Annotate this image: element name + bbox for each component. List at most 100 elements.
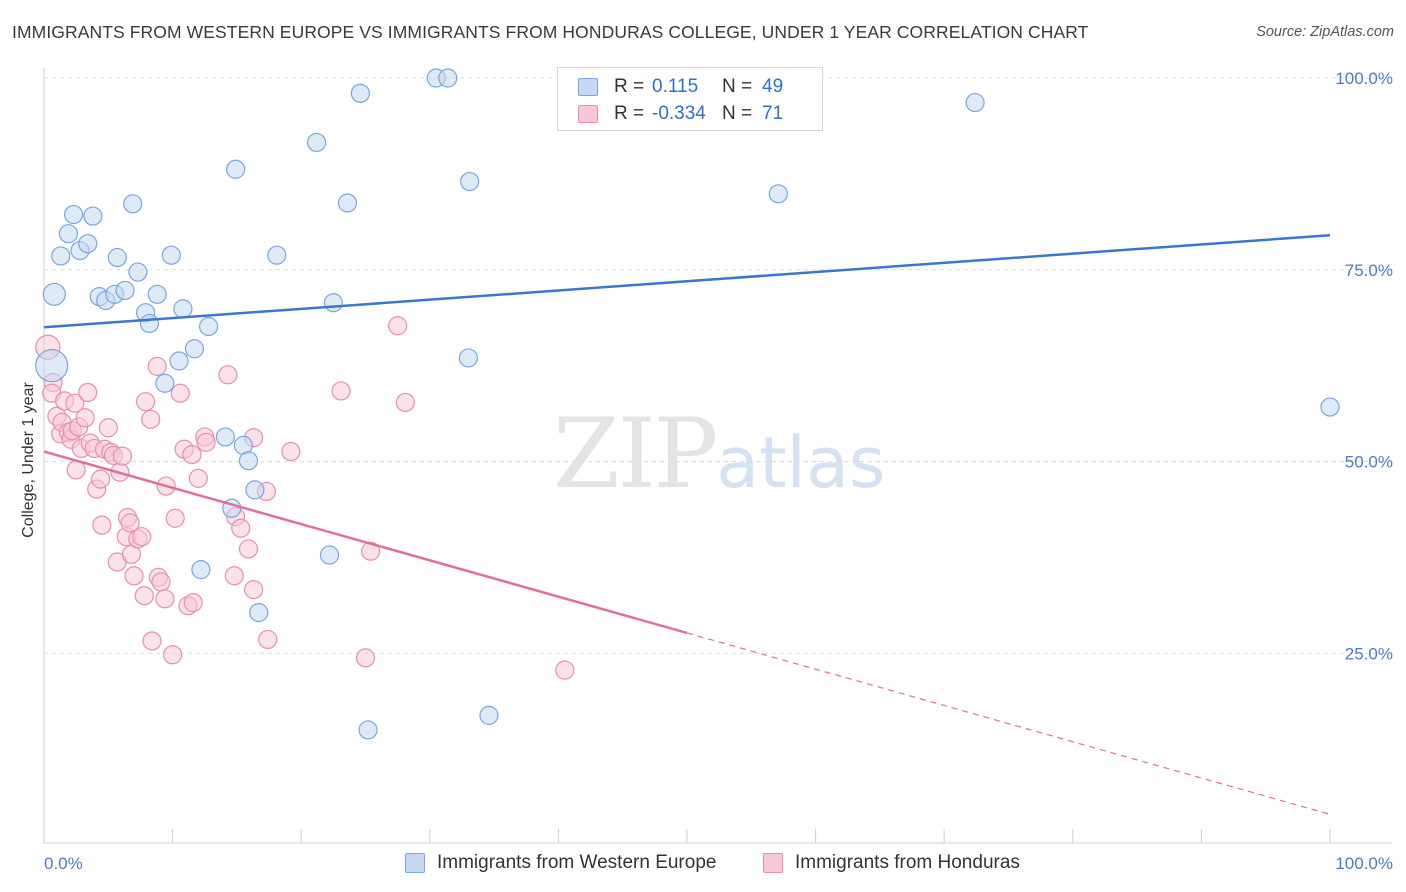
- y-tick-label: 25.0%: [1345, 644, 1393, 663]
- data-point: [134, 586, 154, 606]
- data-point: [218, 365, 238, 385]
- data-point: [226, 159, 246, 179]
- axes: [43, 68, 1392, 844]
- y-axis-label: College, Under 1 year: [20, 382, 37, 538]
- data-point: [196, 432, 216, 452]
- series-swatch-honduras: [763, 853, 783, 873]
- watermark: ZIPatlas: [553, 398, 885, 510]
- data-point: [479, 705, 499, 725]
- legend-r-value: 0.115: [652, 76, 699, 97]
- series-legend-honduras[interactable]: Immigrants from Honduras: [763, 852, 1020, 874]
- data-point: [155, 373, 175, 393]
- data-point: [258, 629, 278, 650]
- grid-lines: [44, 77, 1392, 654]
- series-legend-western-europe[interactable]: Immigrants from Western Europe: [405, 852, 716, 874]
- data-point: [244, 579, 264, 600]
- x-tick-label: 100.0%: [1335, 854, 1393, 873]
- data-point: [115, 280, 135, 301]
- data-point: [331, 381, 351, 401]
- y-tick-label: 75.0%: [1345, 261, 1393, 280]
- data-point: [75, 408, 95, 428]
- y-tick-label: 100.0%: [1335, 69, 1393, 88]
- data-point: [361, 541, 381, 561]
- series-honduras-points: [35, 316, 575, 680]
- data-point: [165, 508, 185, 528]
- data-point: [128, 262, 148, 282]
- data-point: [460, 171, 480, 192]
- series-swatch-western-europe: [405, 853, 425, 873]
- trend-line-honduras-extension: [686, 632, 1331, 815]
- data-point: [139, 313, 160, 334]
- data-point: [307, 132, 327, 153]
- chart-title: IMMIGRANTS FROM WESTERN EUROPE VS IMMIGR…: [12, 22, 1089, 42]
- data-points: [35, 68, 1340, 740]
- data-point: [123, 194, 143, 214]
- data-point: [142, 631, 162, 651]
- legend-row-western-europe: R = 0.115 N = 49: [578, 74, 783, 100]
- data-point: [388, 316, 408, 336]
- x-tick-label: 0.0%: [44, 854, 83, 873]
- data-point: [51, 246, 71, 266]
- legend-r-label: R =: [614, 76, 645, 97]
- data-point: [141, 409, 161, 429]
- data-point: [155, 589, 175, 609]
- data-point: [231, 518, 251, 538]
- data-point: [199, 316, 219, 337]
- data-point: [1320, 397, 1340, 417]
- data-point: [170, 383, 190, 403]
- data-point: [90, 469, 111, 489]
- y-tick-label: 50.0%: [1345, 453, 1393, 472]
- series-western-europe-points: [35, 68, 1340, 740]
- data-point: [83, 206, 103, 226]
- data-point: [58, 224, 79, 244]
- source-label: Source: ZipAtlas.com: [1256, 24, 1394, 40]
- trend-line-western-europe: [43, 233, 1331, 329]
- data-point: [319, 545, 340, 565]
- data-point: [184, 339, 205, 359]
- data-point: [337, 193, 358, 213]
- data-point: [238, 539, 259, 559]
- data-point: [169, 351, 189, 371]
- data-point: [161, 245, 181, 265]
- legend-r-label: R =: [614, 103, 645, 124]
- data-point: [458, 348, 478, 368]
- data-point: [188, 468, 208, 488]
- data-point: [78, 234, 98, 254]
- data-point: [42, 282, 66, 306]
- watermark-atlas: atlas: [716, 422, 886, 504]
- data-point: [768, 184, 788, 204]
- legend-swatch-western-europe: [578, 78, 598, 96]
- data-point: [135, 392, 156, 412]
- data-point: [191, 560, 211, 580]
- data-point: [238, 451, 259, 471]
- series-label-western-europe: Immigrants from Western Europe: [437, 852, 717, 873]
- data-point: [224, 566, 244, 586]
- data-point: [78, 382, 98, 403]
- data-point: [183, 593, 203, 613]
- data-point: [358, 720, 378, 740]
- legend-swatch-honduras: [578, 105, 598, 123]
- data-point: [63, 204, 84, 225]
- data-point: [182, 444, 202, 465]
- data-point: [350, 83, 370, 103]
- data-point: [395, 392, 415, 413]
- data-point: [132, 527, 152, 547]
- data-point: [281, 441, 301, 462]
- data-point: [163, 645, 183, 665]
- data-point: [249, 602, 269, 623]
- legend-row-honduras: R = -0.334 N = 71: [578, 101, 783, 127]
- data-point: [65, 393, 85, 413]
- data-point: [245, 480, 265, 500]
- series-legend: Immigrants from Western Europe Immigrant…: [0, 850, 1406, 878]
- watermark-zip: ZIP: [553, 398, 718, 510]
- data-point: [112, 446, 133, 466]
- trend-lines: [43, 233, 1331, 815]
- trend-line-honduras: [43, 450, 688, 635]
- data-point: [267, 245, 287, 265]
- data-point: [173, 299, 193, 319]
- legend-n-label: N =: [722, 103, 753, 124]
- data-point: [124, 566, 144, 586]
- data-point: [147, 356, 167, 376]
- data-point: [965, 92, 985, 113]
